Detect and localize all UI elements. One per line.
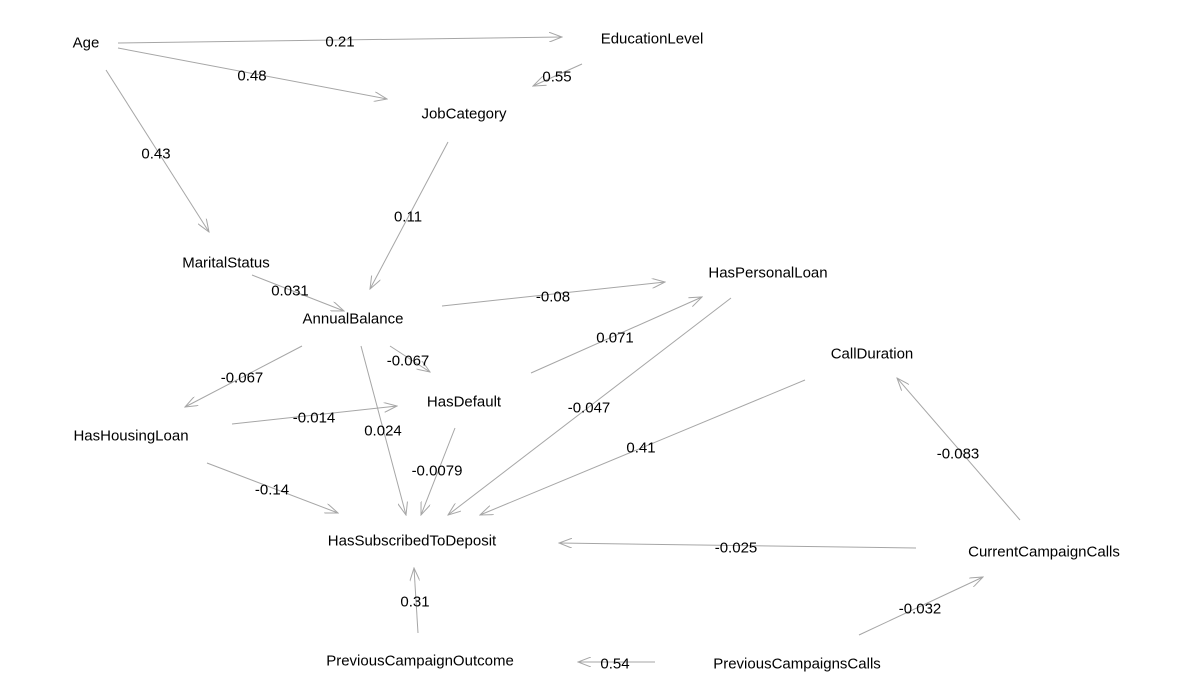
edge-weight-balance-to-subscribed: 0.024 [364, 423, 402, 440]
node-balance: AnnualBalance [303, 311, 404, 328]
edge-weight-prevcalls-to-currentcalls: -0.032 [899, 601, 942, 618]
edge-marital-to-balance [251, 274, 344, 311]
node-personalloan: HasPersonalLoan [708, 265, 827, 282]
edge-default-to-personalloan [530, 297, 702, 374]
edge-weight-housing-to-subscribed: -0.14 [255, 482, 289, 499]
edge-default-to-subscribed [421, 427, 456, 515]
edge-age-to-education [117, 37, 562, 44]
node-subscribed: HasSubscribedToDeposit [328, 533, 497, 550]
edge-education-to-job [533, 63, 583, 86]
edge-labels-layer: 0.21 0.48 0.55 0.43 0.11 0.031 -0.08 0.071 -0.06… [141, 34, 979, 673]
edge-weight-currentcalls-to-subscribed: -0.025 [715, 540, 758, 557]
edge-weight-default-to-personalloan: 0.071 [596, 330, 634, 347]
edge-age-to-job [117, 47, 387, 99]
node-job: JobCategory [421, 106, 507, 123]
edge-weight-age-to-marital: 0.43 [141, 146, 170, 163]
edge-weight-age-to-education: 0.21 [325, 34, 354, 51]
edge-prevoutcome-to-subscribed [414, 568, 418, 634]
edge-job-to-balance [370, 141, 449, 289]
edge-balance-to-personalloan [441, 282, 665, 307]
nodes-layer: Age EducationLevel JobCategory MaritalStatu… [73, 31, 1120, 673]
edge-housing-to-subscribed [206, 462, 338, 513]
node-default: HasDefault [427, 394, 502, 411]
edge-weight-job-to-balance: 0.11 [394, 209, 422, 226]
node-age: Age [73, 35, 100, 52]
edge-weight-marital-to-balance: 0.031 [271, 283, 309, 300]
node-currentcalls: CurrentCampaignCalls [968, 544, 1120, 561]
edge-prevcalls-to-currentcalls [858, 577, 983, 636]
node-prevoutcome: PreviousCampaignOutcome [326, 653, 514, 670]
edge-weight-housing-to-default: -0.014 [293, 410, 336, 427]
edge-currentcalls-to-callduration [897, 378, 1021, 521]
edge-weight-prevoutcome-to-subscribed: 0.31 [400, 594, 429, 611]
edge-currentcalls-to-subscribed [559, 543, 917, 549]
node-callduration: CallDuration [831, 346, 914, 363]
node-marital: MaritalStatus [182, 255, 270, 272]
edge-weight-balance-to-personalloan: -0.08 [536, 289, 570, 306]
edge-weight-currentcalls-to-callduration: -0.083 [937, 446, 980, 463]
node-prevcalls: PreviousCampaignsCalls [713, 656, 881, 673]
edges-layer [105, 37, 1021, 662]
edge-weight-personalloan-to-subscribed: -0.047 [568, 400, 611, 417]
edge-weight-default-to-subscribed: -0.0079 [412, 463, 463, 480]
edge-weight-prevcalls-to-prevoutcome: 0.54 [600, 656, 629, 673]
node-housing: HasHousingLoan [73, 428, 188, 445]
node-education: EducationLevel [601, 31, 704, 48]
edge-weight-education-to-job: 0.55 [542, 69, 571, 86]
edge-callduration-to-subscribed [480, 379, 806, 515]
edge-balance-to-housing [185, 345, 303, 407]
edge-weight-balance-to-housing: -0.067 [221, 370, 264, 387]
edge-weight-balance-to-default: -0.067 [387, 353, 430, 370]
edge-weight-age-to-job: 0.48 [237, 68, 266, 85]
edge-balance-to-default [389, 345, 430, 372]
edge-housing-to-default [231, 406, 397, 425]
edge-personalloan-to-subscribed [448, 297, 732, 515]
edge-balance-to-subscribed [360, 345, 406, 515]
edge-weight-callduration-to-subscribed: 0.41 [626, 440, 655, 457]
edge-age-to-marital [105, 69, 209, 232]
